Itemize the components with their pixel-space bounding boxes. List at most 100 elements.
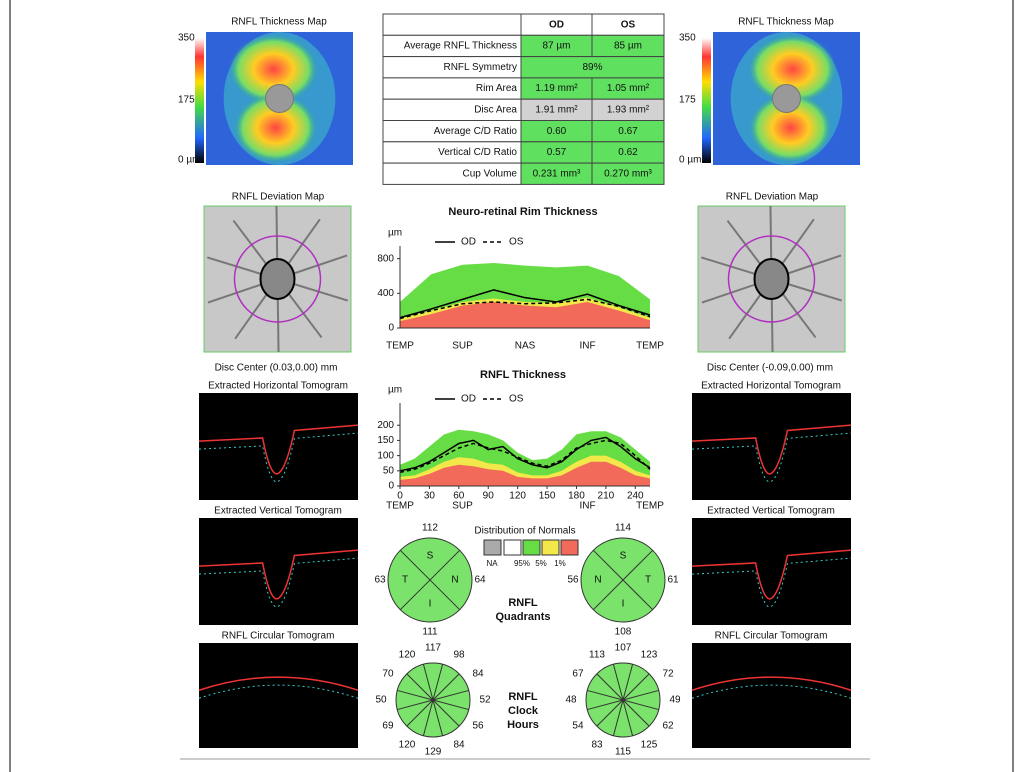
cell-value: 1.93 mm² [607, 104, 650, 115]
tomogram-title: Extracted Vertical Tomogram [214, 506, 342, 517]
cell-value: 87 µm [543, 41, 571, 52]
disc-center: Disc Center (0.03,0.00) mm [215, 363, 338, 374]
scale-label: 0 µm [679, 155, 701, 166]
legend-label: 95% [514, 559, 530, 568]
legend-swatch [561, 540, 578, 555]
x-tick-label: TEMP [636, 341, 664, 352]
disc-outline [755, 259, 789, 299]
quadrant-value: 112 [422, 523, 438, 534]
quadrant-letter: S [427, 551, 434, 562]
x-tick-label: 210 [598, 491, 615, 502]
legend-label: 1% [554, 559, 566, 568]
clock-value: 52 [479, 695, 491, 706]
map-title: RNFL Thickness Map [738, 17, 834, 28]
report: RNFL Thickness Map3501750 µmRNFL Deviati… [0, 0, 1023, 772]
clock-value: 123 [641, 650, 658, 661]
legend-swatch [523, 540, 540, 555]
row-label: Disc Area [474, 104, 517, 115]
color-bar [702, 38, 711, 163]
section-title: RNFL [508, 691, 538, 703]
optic-disc [266, 85, 294, 113]
clock-value: 48 [565, 695, 577, 706]
legend-title: Distribution of Normals [474, 526, 575, 537]
y-tick-label: 0 [388, 323, 394, 334]
clock-value: 56 [472, 721, 484, 732]
scale-label: 350 [178, 33, 195, 44]
row-label: Vertical C/D Ratio [438, 147, 517, 158]
quadrant-letter: I [622, 599, 625, 610]
legend-label: 5% [535, 559, 547, 568]
tomogram [199, 643, 358, 748]
optic-disc [773, 85, 801, 113]
legend-label: OD [461, 394, 476, 405]
row-label: Cup Volume [463, 168, 518, 179]
section-title: Quadrants [495, 611, 550, 623]
clock-value: 72 [662, 669, 674, 680]
map-title: RNFL Deviation Map [232, 192, 325, 203]
region-label: INF [579, 501, 595, 512]
axis-label: µm [388, 228, 402, 239]
clock-value: 84 [472, 669, 484, 680]
disc-outline [261, 259, 295, 299]
cell-value: 0.62 [618, 147, 638, 158]
tomogram-title: Extracted Vertical Tomogram [707, 506, 835, 517]
clock-value: 125 [641, 740, 658, 751]
quadrant-letter: T [645, 575, 651, 586]
clock-value: 70 [382, 669, 394, 680]
map-title: RNFL Thickness Map [231, 17, 327, 28]
column-header: OS [621, 19, 636, 30]
quadrant-letter: I [429, 599, 432, 610]
quadrant-value: 108 [615, 627, 632, 638]
tomogram-title: RNFL Circular Tomogram [715, 631, 828, 642]
color-bar [195, 38, 204, 163]
tomogram-title: Extracted Horizontal Tomogram [208, 381, 348, 392]
clock-value: 120 [399, 740, 416, 751]
tomogram [199, 518, 358, 625]
quadrant-value: 63 [374, 575, 386, 586]
cell-value: 0.60 [547, 126, 567, 137]
quadrant-value: 61 [667, 575, 679, 586]
section-title: RNFL [508, 597, 538, 609]
cell-value: 0.67 [618, 126, 638, 137]
x-tick-label: 120 [509, 491, 526, 502]
chart-title: RNFL Thickness [480, 369, 566, 381]
cell-value: 1.05 mm² [607, 83, 650, 94]
y-tick-label: 400 [377, 288, 394, 299]
clock-value: 50 [375, 695, 387, 706]
page: {"left_panel": {"thickness_title": "RNFL… [0, 0, 1023, 772]
x-tick-label: SUP [452, 341, 473, 352]
quadrant-value: 56 [567, 575, 579, 586]
legend-label: OS [509, 237, 524, 248]
scale-label: 0 µm [178, 155, 200, 166]
cell-value: 85 µm [614, 41, 642, 52]
y-tick-label: 50 [383, 465, 395, 476]
quadrant-letter: N [594, 575, 601, 586]
clock-value: 67 [572, 669, 584, 680]
section-title: Clock [508, 705, 539, 717]
row-label: Average RNFL Thickness [404, 41, 517, 52]
scale-label: 350 [679, 33, 696, 44]
legend-swatch [542, 540, 559, 555]
cell-value: 1.91 mm² [535, 104, 578, 115]
row-label: Average C/D Ratio [434, 126, 518, 137]
tomogram [692, 393, 851, 500]
quadrant-value: 114 [615, 523, 631, 534]
cell-value: 0.231 mm³ [533, 168, 581, 179]
column-header: OD [549, 19, 564, 30]
tomogram-title: RNFL Circular Tomogram [222, 631, 335, 642]
quadrant-letter: S [620, 551, 627, 562]
clock-value: 120 [399, 650, 416, 661]
clock-value: 69 [382, 721, 394, 732]
x-tick-label: NAS [515, 341, 536, 352]
x-tick-label: 90 [483, 491, 495, 502]
cell-value: 89% [582, 62, 602, 73]
row-label: RNFL Symmetry [443, 62, 517, 73]
region-label: TEMP [386, 501, 414, 512]
cell-value: 1.19 mm² [535, 83, 578, 94]
tomogram [692, 643, 851, 748]
quadrant-value: 111 [422, 627, 438, 638]
map-title: RNFL Deviation Map [726, 192, 819, 203]
quadrant-value: 64 [474, 575, 486, 586]
legend-label: OD [461, 237, 476, 248]
region-label: TEMP [636, 501, 664, 512]
